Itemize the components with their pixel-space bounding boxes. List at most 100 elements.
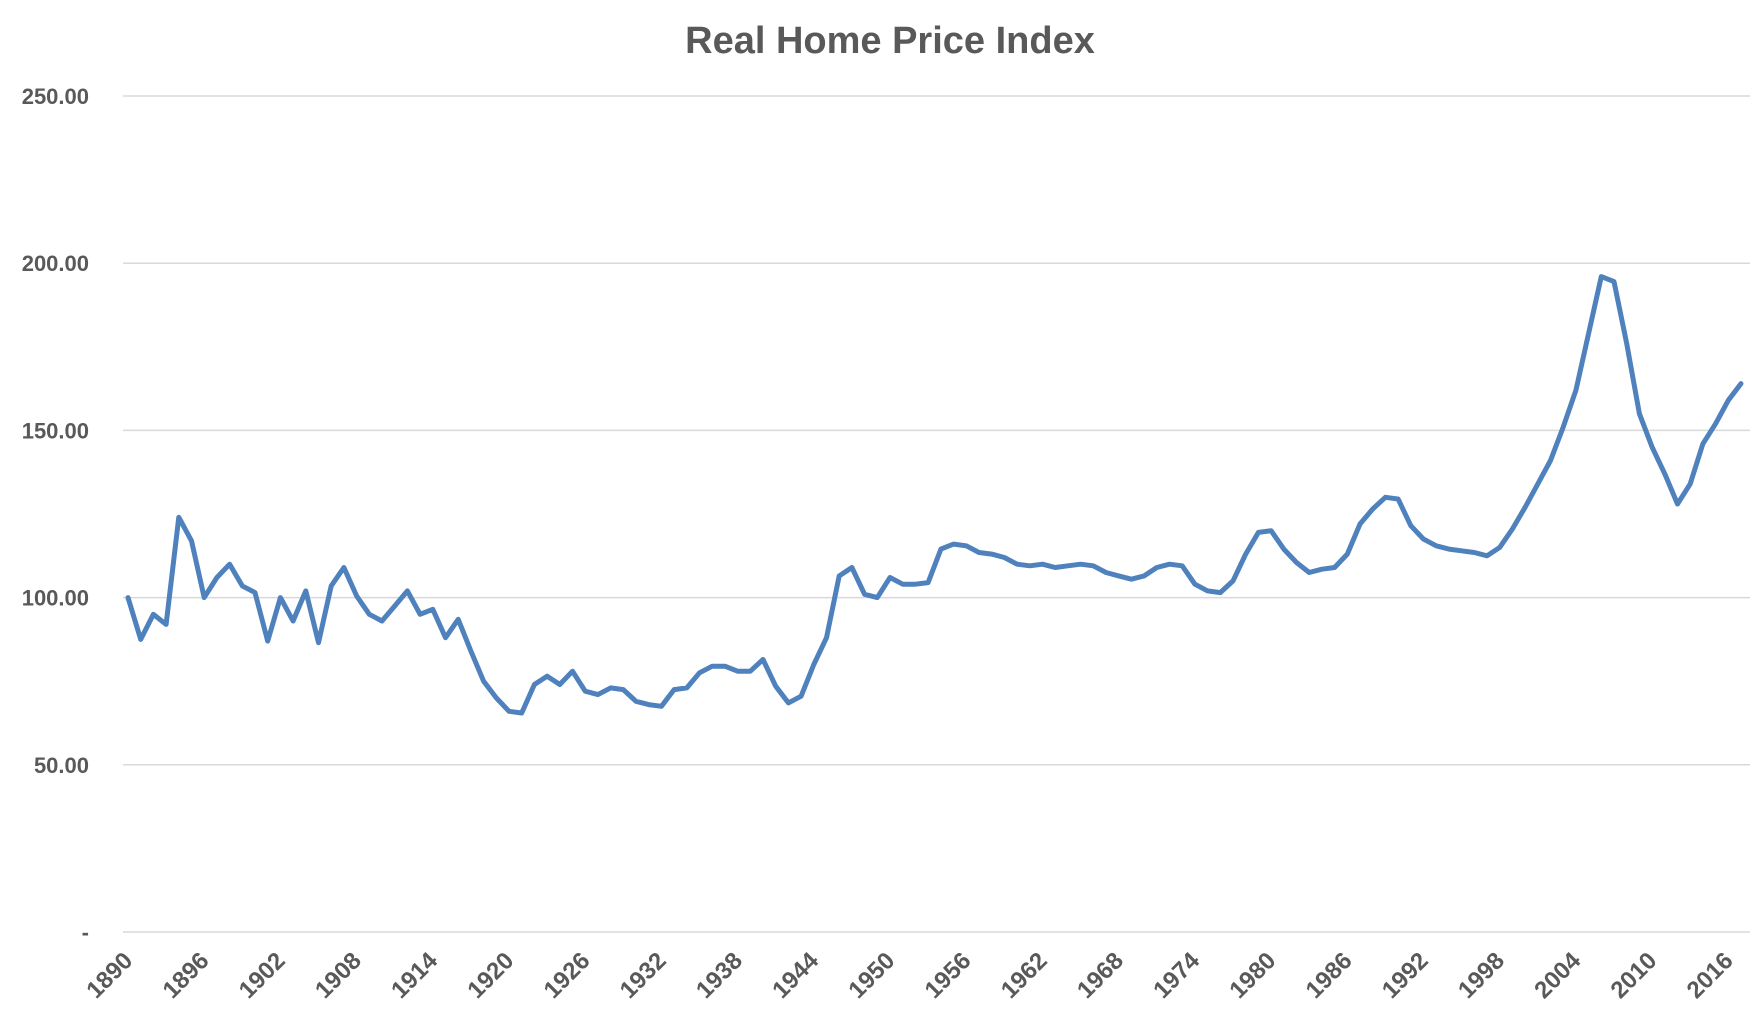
data-point (913, 582, 918, 587)
data-point (608, 685, 613, 690)
data-point (138, 637, 143, 642)
data-point (494, 695, 499, 700)
data-point (811, 662, 816, 667)
data-point (1675, 502, 1680, 507)
x-tick-label: 1896 (158, 947, 215, 1004)
data-point (938, 547, 943, 552)
data-point (1002, 555, 1007, 560)
data-point (164, 622, 169, 627)
data-point (849, 565, 854, 570)
data-point (1688, 481, 1693, 486)
data-point (126, 595, 131, 600)
data-point (430, 607, 435, 612)
data-point (989, 552, 994, 557)
data-point (634, 699, 639, 704)
x-tick-label: 1926 (539, 947, 596, 1004)
data-point (1294, 560, 1299, 565)
data-point (443, 635, 448, 640)
data-point (176, 515, 181, 520)
data-point (380, 619, 385, 624)
data-point (532, 682, 537, 687)
data-point (824, 635, 829, 640)
x-tick-label: 1968 (1072, 947, 1129, 1004)
data-point (583, 689, 588, 694)
data-point (1192, 582, 1197, 587)
x-tick-label: 2016 (1682, 947, 1739, 1004)
data-point (253, 590, 258, 595)
data-point (151, 612, 156, 617)
data-point (964, 543, 969, 548)
x-tick-label: 1956 (920, 947, 977, 1004)
data-point (202, 595, 207, 600)
y-tick-label: 200.00 (22, 251, 89, 276)
x-tick-label: 1920 (462, 947, 519, 1004)
data-point (1040, 562, 1045, 567)
data-point (481, 679, 486, 684)
data-point (1421, 537, 1426, 542)
data-point (977, 550, 982, 555)
data-point (570, 669, 575, 674)
data-point (748, 669, 753, 674)
x-tick-label: 1932 (615, 947, 672, 1004)
data-point (1523, 505, 1528, 510)
data-point (1370, 507, 1375, 512)
x-tick-label: 1944 (767, 947, 824, 1004)
x-tick-label: 1992 (1377, 947, 1434, 1004)
data-point (1561, 425, 1566, 430)
data-point (1637, 411, 1642, 416)
data-point (1065, 563, 1070, 568)
data-point (1510, 527, 1515, 532)
data-point (773, 684, 778, 689)
x-tick-label: 1890 (81, 947, 138, 1004)
x-tick-label: 1998 (1453, 947, 1510, 1004)
data-point (1586, 331, 1591, 336)
data-point (659, 704, 664, 709)
data-point (1142, 573, 1147, 578)
data-point (1307, 570, 1312, 575)
data-point (862, 592, 867, 597)
data-point (1078, 562, 1083, 567)
data-point (227, 562, 232, 567)
data-point (1497, 545, 1502, 550)
data-point (519, 711, 524, 716)
x-tick-label: 1962 (996, 947, 1053, 1004)
x-tick-label: 1914 (386, 947, 443, 1004)
data-point (1662, 471, 1667, 476)
data-point (799, 694, 804, 699)
y-tick-label: 50.00 (34, 753, 89, 778)
data-point (837, 573, 842, 578)
data-point (672, 687, 677, 692)
x-tick-label: 1938 (691, 947, 748, 1004)
data-point (1612, 279, 1617, 284)
data-point (1358, 522, 1363, 527)
data-point (316, 640, 321, 645)
data-point (951, 542, 956, 547)
data-point (1180, 563, 1185, 568)
x-tick-label: 1974 (1148, 947, 1205, 1004)
data-point (214, 575, 219, 580)
data-point (1459, 548, 1464, 553)
data-point (456, 617, 461, 622)
data-point (1154, 565, 1159, 570)
data-point (786, 700, 791, 705)
data-point (1256, 530, 1261, 535)
data-point (1104, 570, 1109, 575)
data-point (595, 692, 600, 697)
data-point (1383, 495, 1388, 500)
data-point (329, 583, 334, 588)
data-point (1281, 547, 1286, 552)
data-point (697, 670, 702, 675)
y-tick-label: 250.00 (22, 84, 89, 109)
data-point (646, 702, 651, 707)
data-point (1231, 578, 1236, 583)
data-point (1332, 565, 1337, 570)
gridlines (123, 95, 1750, 933)
data-point (1548, 458, 1553, 463)
data-point (468, 649, 473, 654)
data-point (367, 612, 372, 617)
data-point (1345, 552, 1350, 557)
data-point (1408, 523, 1413, 528)
series-line (125, 274, 1744, 716)
x-tick-label: 2010 (1605, 947, 1662, 1004)
y-tick-label: - (82, 920, 89, 945)
